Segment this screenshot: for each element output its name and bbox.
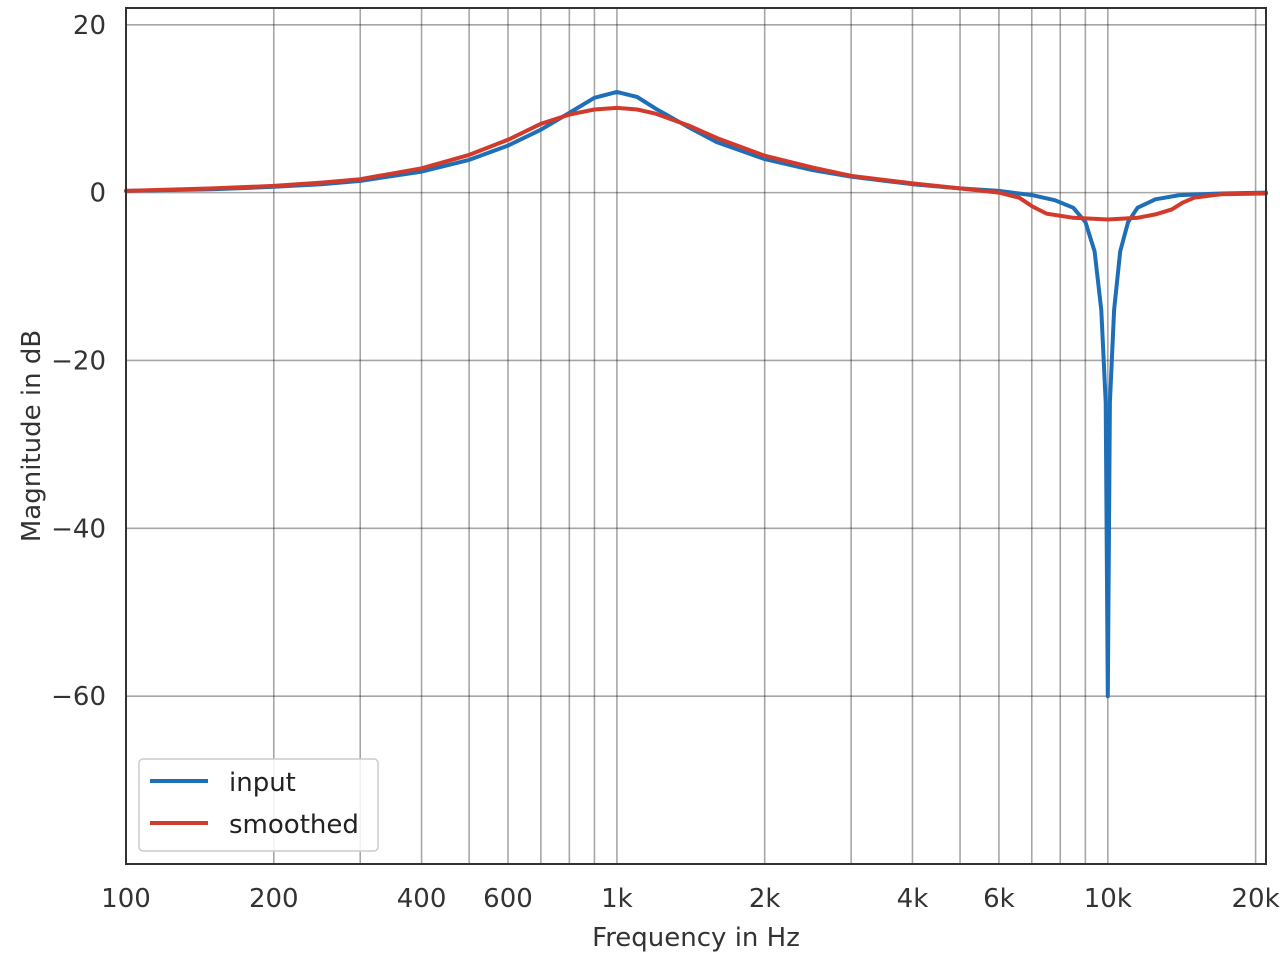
y-tick-label: 20 (73, 11, 106, 41)
grid (125, 8, 1266, 864)
plot-frame (125, 7, 1267, 865)
y-tick-label: −20 (51, 346, 106, 376)
legend-label-smoothed: smoothed (229, 810, 359, 840)
plot-background (126, 8, 1266, 864)
x-tick-label: 600 (483, 884, 533, 914)
x-tick-label: 2k (749, 884, 781, 914)
y-tick-label: −40 (51, 514, 106, 544)
y-tick-labels: 20 0 −20 −40 −60 (51, 11, 106, 712)
x-tick-label: 4k (897, 884, 929, 914)
legend: input smoothed (138, 758, 379, 852)
x-tick-labels: 100 200 400 600 1k 2k 4k 6k 10k 20k (101, 884, 1279, 914)
x-tick-label: 200 (249, 884, 299, 914)
x-tick-label: 6k (983, 884, 1015, 914)
y-tick-label: −60 (51, 682, 106, 712)
x-tick-label: 400 (397, 884, 447, 914)
y-tick-label: 0 (89, 179, 106, 209)
x-axis-label: Frequency in Hz (592, 923, 800, 953)
x-tick-label: 1k (601, 884, 633, 914)
legend-label-input: input (229, 768, 296, 798)
x-tick-label: 100 (101, 884, 151, 914)
x-tick-label: 20k (1232, 884, 1280, 914)
series-line-smoothed (124, 105, 1268, 222)
series-layer (124, 89, 1268, 699)
x-tick-label: 10k (1084, 884, 1132, 914)
y-axis-label: Magnitude in dB (17, 330, 47, 542)
